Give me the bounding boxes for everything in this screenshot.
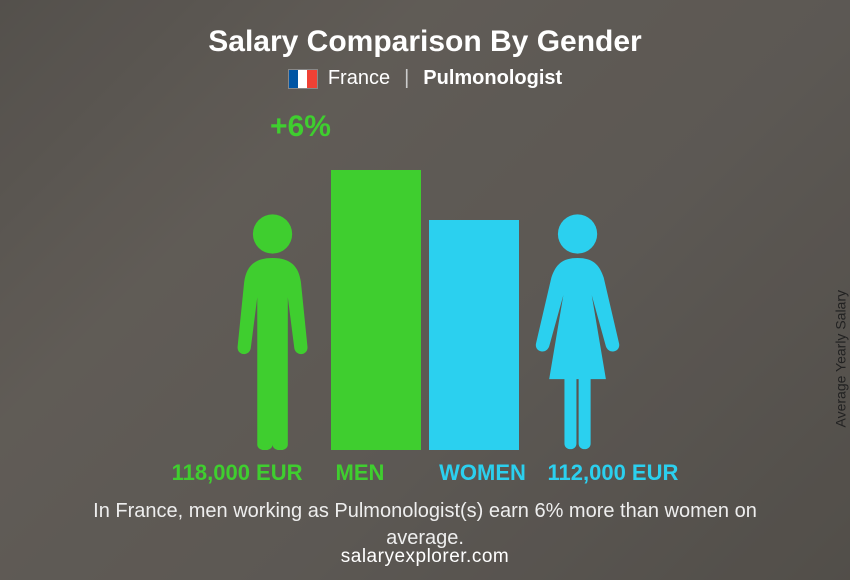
flag-icon [288, 69, 318, 89]
axis-label: Average Yearly Salary [832, 290, 848, 428]
footer-link[interactable]: salaryexplorer.com [0, 546, 850, 568]
page-title: Salary Comparison By Gender [40, 25, 810, 59]
job-label: Pulmonologist [423, 67, 562, 90]
salary-labels: 118,000 EUR MEN WOMEN 112,000 EUR [40, 460, 810, 486]
men-salary: 118,000 EUR [93, 460, 303, 486]
salary-chart: +6% [115, 110, 735, 450]
pct-diff-label: +6% [270, 110, 331, 144]
separator: | [404, 67, 409, 90]
women-bar [429, 220, 519, 450]
men-bar [331, 170, 421, 450]
men-label: MEN [303, 460, 418, 486]
subtitle: France | Pulmonologist [40, 67, 810, 90]
man-icon [218, 210, 327, 450]
woman-icon [523, 210, 632, 450]
country-label: France [328, 67, 390, 90]
women-salary: 112,000 EUR [548, 460, 758, 486]
women-label: WOMEN [418, 460, 548, 486]
summary-text: In France, men working as Pulmonologist(… [40, 498, 810, 552]
